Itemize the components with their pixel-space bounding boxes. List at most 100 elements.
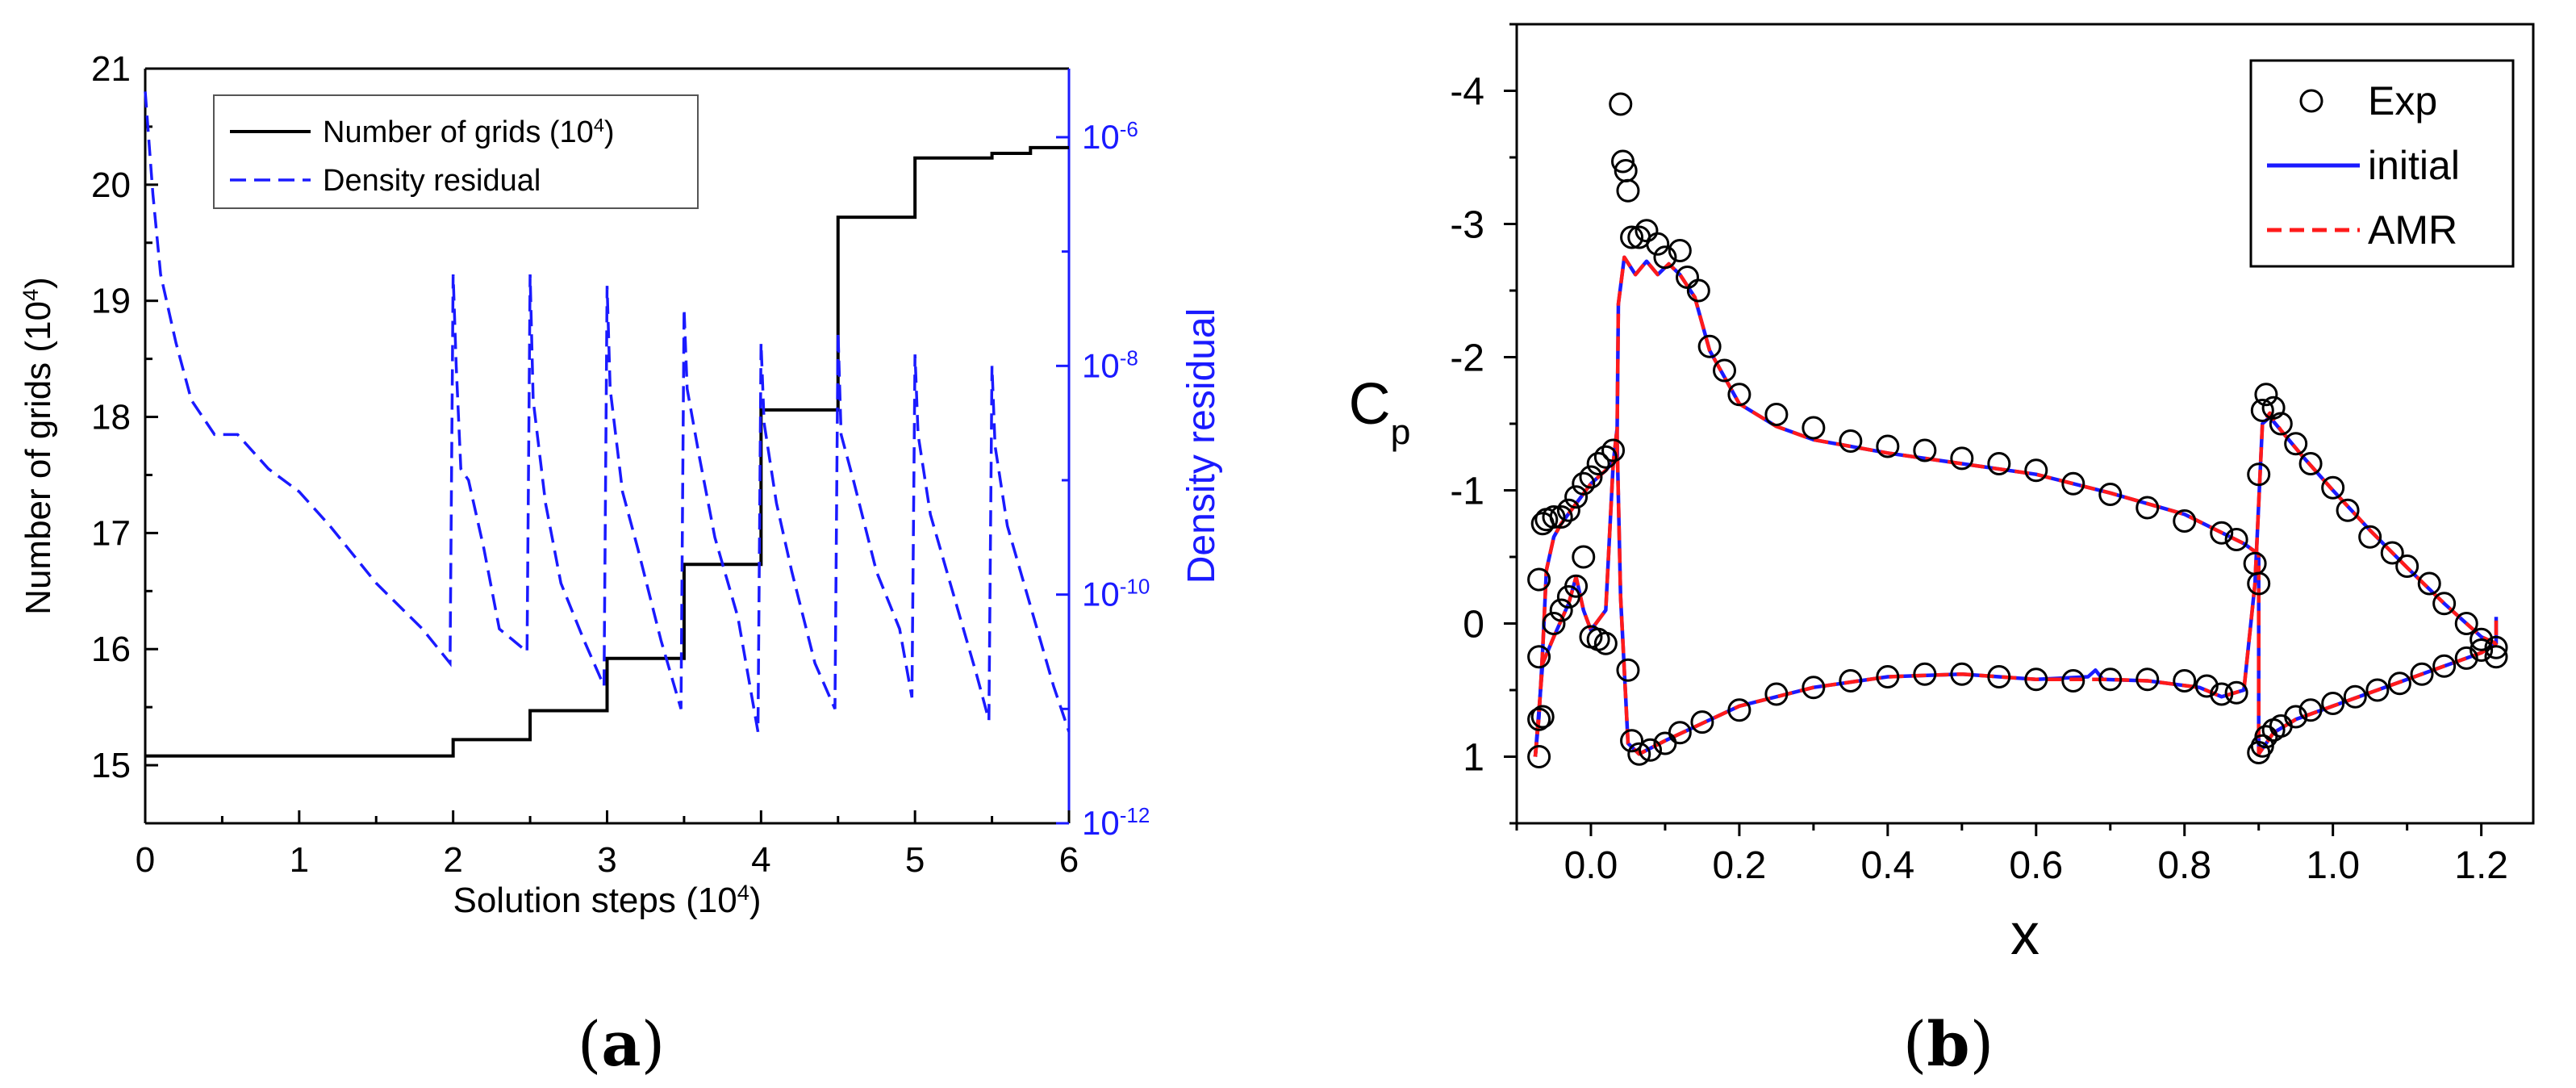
legend-label-exp: Exp [2368, 78, 2437, 123]
exp-point [2210, 682, 2234, 706]
exp-point [2173, 508, 2197, 533]
exp-point [1646, 232, 1670, 256]
y-axis-label: Number of grids (104) [18, 277, 59, 615]
exp-point [2298, 698, 2323, 722]
exp-point [1530, 705, 1555, 729]
exp-point [2098, 667, 2123, 692]
exp-point [1549, 598, 1573, 622]
exp-point [2484, 645, 2508, 669]
panel-label-b: (b) [1903, 1008, 1994, 1080]
exp-point [1802, 676, 1826, 700]
exp-point [1620, 225, 1644, 249]
exp-point [2136, 667, 2160, 692]
y-tick-label: 1 [1463, 737, 1484, 780]
exp-point [1950, 662, 1974, 686]
exp-point [2470, 638, 2494, 662]
exp-point [1627, 742, 1651, 766]
exp-point [1913, 438, 1937, 462]
x-tick-label: 3 [597, 840, 616, 880]
exp-point [1579, 465, 1603, 489]
exp-point [2269, 412, 2293, 436]
exp-point [1556, 498, 1580, 522]
x-tick-label: 0.8 [2157, 844, 2211, 887]
exp-point [1839, 429, 1863, 453]
exp-point [1802, 416, 1826, 440]
exp-point [1527, 645, 1551, 669]
exp-point [2024, 458, 2048, 483]
exp-point [2298, 452, 2323, 475]
exp-point [2336, 498, 2360, 522]
exp-point [2061, 471, 2085, 496]
panel-label-a: (a) [578, 1008, 666, 1080]
exp-point [2224, 528, 2248, 552]
x-tick-label: 1 [290, 840, 309, 880]
exp-point [2380, 541, 2404, 565]
legend-label-residual: Density residual [323, 164, 541, 198]
y2-tick-label: 10-6 [1082, 117, 1138, 156]
exp-point [1639, 738, 1663, 762]
exp-point [2387, 672, 2411, 696]
exp-point [1876, 665, 1900, 688]
x-tick-label: 4 [751, 840, 770, 880]
exp-point [2224, 680, 2248, 705]
exp-point [2432, 592, 2457, 616]
y-tick-label: -2 [1450, 337, 1484, 380]
exp-point [1542, 612, 1566, 635]
exp-point [1527, 567, 1551, 592]
series-residual-line [144, 91, 1071, 733]
exp-point [2395, 554, 2419, 579]
x-tick-label: 0.6 [2009, 844, 2063, 887]
exp-point [2247, 462, 2271, 487]
exp-point [1727, 383, 1751, 407]
exp-point [1527, 707, 1551, 731]
y2-tick-label: 10-12 [1082, 803, 1150, 842]
exp-point [2173, 668, 2197, 693]
exp-point [2250, 399, 2274, 422]
exp-point [2247, 571, 2271, 596]
exp-point [2321, 475, 2345, 500]
series-grids-line [145, 145, 1069, 758]
exp-point [2098, 482, 2123, 506]
y-tick-label: 19 [91, 282, 131, 321]
exp-point [1564, 574, 1589, 598]
exp-point [1987, 665, 2011, 688]
series-amr-line-2 [1533, 411, 2499, 757]
exp-point [1593, 631, 1618, 655]
exp-point [1611, 149, 1635, 174]
exp-point [1586, 452, 1610, 475]
legend-label-amr: AMR [2368, 207, 2457, 253]
exp-point [1764, 402, 1789, 426]
exp-point [1572, 545, 1596, 569]
exp-point [1542, 505, 1566, 529]
y-tick-label: 16 [91, 630, 131, 669]
exp-point [2454, 612, 2478, 635]
exp-point [1697, 334, 1722, 358]
x-tick-label: 0.4 [1860, 844, 1914, 887]
x-tick-label: 5 [905, 840, 925, 880]
exp-point [1609, 92, 1633, 116]
exp-point [2321, 692, 2345, 715]
exp-point [2284, 705, 2308, 729]
exp-point [2261, 395, 2286, 420]
exp-point [1572, 471, 1596, 496]
y-tick-label: 17 [91, 513, 131, 553]
legend-label-grids: Number of grids (104) [323, 115, 615, 149]
legend-marker-exp [2299, 89, 2323, 113]
exp-point [1764, 682, 1789, 706]
exp-point [1564, 485, 1589, 509]
exp-point [2343, 684, 2367, 709]
x-tick-label: 0 [136, 840, 155, 880]
x-tick-label: 2 [443, 840, 462, 880]
exp-point [1653, 245, 1677, 270]
x-tick-label: 6 [1059, 840, 1079, 880]
y-tick-label: -4 [1450, 71, 1484, 114]
exp-point [1913, 662, 1937, 686]
chart-b: 0.0 0.2 0.4 0.6 0.8 1.0 1.2 -4 -3 -2 -1 0 1 x Cp Exp ini… [1349, 23, 2535, 967]
exp-point [2061, 668, 2085, 693]
legend-box [213, 94, 699, 209]
exp-point [1620, 729, 1644, 753]
y-tick-label: -1 [1450, 471, 1484, 513]
y2-axis-label: Density residual [1180, 308, 1223, 584]
series-initial-line-1 [1533, 255, 2498, 757]
